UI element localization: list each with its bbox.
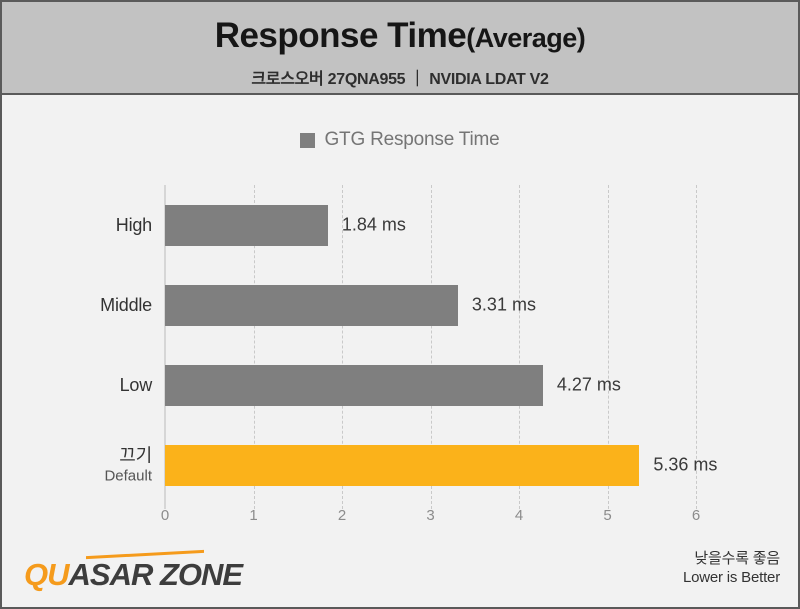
category-label: Low	[119, 375, 153, 395]
legend: GTG Response Time	[2, 129, 798, 151]
page-title: Response Time(Average)	[2, 16, 798, 63]
chart-body: GTG Response Time 0 1 2 3 4 5 6 High 1.84 ms Midd…	[2, 97, 798, 607]
bar	[165, 284, 458, 326]
note-line-korean: 낮을수록 좋음	[694, 550, 780, 567]
grid-line	[519, 185, 520, 509]
title-suffix: (Average)	[466, 23, 586, 53]
chart-header: Response Time(Average) 크로스오버 27QNA955 ｜ …	[2, 2, 798, 95]
value-label: 4.27 ms	[556, 374, 621, 395]
quasarzone-logo: QUASAR ZONE	[24, 549, 244, 593]
x-tick-label: 6	[691, 507, 701, 524]
x-tick-label: 5	[603, 507, 612, 524]
grid-line	[607, 185, 609, 509]
grid-line	[253, 185, 255, 509]
category-label-block: 끄기 Default	[2, 445, 152, 486]
legend-label: GTG Response Time	[324, 129, 500, 150]
bar	[165, 444, 640, 486]
y-axis-line	[164, 185, 166, 509]
chart-subtitle: 크로스오버 27QNA955 ｜ NVIDIA LDAT V2	[251, 71, 549, 88]
category-label-block: Low	[2, 374, 153, 396]
lower-is-better-note: 낮을수록 좋음 Lower is Better	[683, 549, 780, 587]
bar	[165, 204, 328, 246]
category-label: 끄기	[119, 445, 152, 466]
category-label: Middle	[100, 295, 152, 315]
x-tick-label: 1	[249, 507, 258, 524]
grid-line	[430, 185, 432, 509]
category-label-block: Middle	[2, 294, 152, 316]
legend-swatch	[300, 132, 316, 148]
grid-line	[342, 185, 343, 509]
x-tick-label: 3	[426, 507, 435, 524]
plot-area: 0 1 2 3 4 5 6 High 1.84 ms Middle 3.31 ms Low 4.27 m…	[2, 97, 798, 607]
note-line-english: Lower is Better	[682, 569, 780, 586]
logo-text-qu: QU	[24, 557, 69, 592]
x-tick-label: 0	[160, 507, 170, 524]
title-main: Response Time	[214, 16, 467, 55]
value-label: 1.84 ms	[341, 214, 406, 235]
value-label: 3.31 ms	[471, 294, 536, 315]
bar	[165, 364, 543, 406]
grid-line	[696, 185, 697, 509]
value-label: 5.36 ms	[653, 454, 718, 475]
category-label-block: High	[2, 214, 152, 236]
x-tick-label: 4	[514, 507, 524, 524]
category-sublabel: Default	[104, 467, 152, 485]
logo-text-rest: ASAR ZONE	[68, 557, 244, 592]
x-tick-label: 2	[337, 507, 347, 524]
category-label: High	[115, 215, 152, 235]
